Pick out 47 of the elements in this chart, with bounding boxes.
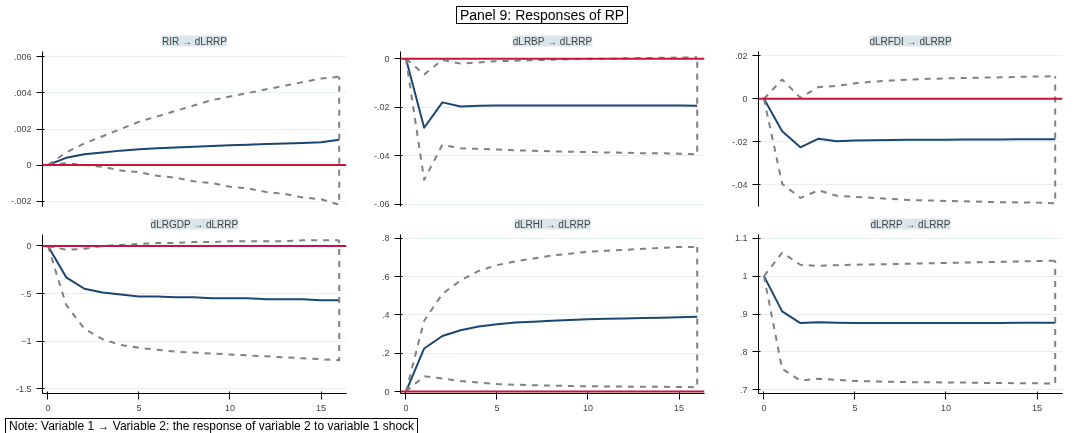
y-tick-label: -.06 — [373, 199, 390, 210]
y-tick-label: .006 — [13, 51, 32, 62]
chart-title: dLRFDI → dLRRP — [869, 35, 952, 47]
x-tick-label: 5 — [136, 402, 142, 413]
y-tick-label: -.04 — [731, 179, 748, 190]
chart-title: dLRGDP → dLRRP — [150, 218, 239, 230]
chart-title: dLRHI → dLRRP — [514, 218, 591, 230]
y-tick-label: -.5 — [21, 288, 32, 299]
y-tick-label: 0 — [26, 240, 32, 251]
x-tick-label: 10 — [582, 402, 594, 413]
chart-title: dLRRP → dLRRP — [870, 218, 951, 230]
x-tick-label: 15 — [674, 402, 685, 413]
x-tick-label: 15 — [316, 402, 327, 413]
y-tick-label: .6 — [381, 271, 390, 282]
y-tick-label: .2 — [381, 348, 390, 359]
y-tick-label: 1 — [742, 271, 748, 282]
chart-title: dLRBP → dLRRP — [512, 35, 593, 47]
text: Panel 9: Responses of RP — [455, 6, 629, 24]
y-tick-label: -.04 — [373, 150, 390, 161]
y-tick-label: −1 — [21, 336, 32, 347]
x-tick-label: 10 — [224, 402, 236, 413]
y-tick-label: 0 — [384, 53, 390, 64]
x-tick-label: 10 — [940, 402, 952, 413]
y-tick-label: .8 — [381, 233, 390, 244]
x-tick-label: 0 — [403, 402, 409, 413]
y-tick-label: .4 — [381, 309, 390, 320]
y-tick-label: -1.5 — [15, 383, 32, 394]
x-tick-label: 0 — [45, 402, 51, 413]
x-tick-label: 5 — [494, 402, 500, 413]
x-tick-label: 15 — [1032, 402, 1043, 413]
x-tick-label: 0 — [761, 402, 767, 413]
y-tick-label: .002 — [13, 124, 32, 134]
y-tick-label: .7 — [739, 384, 748, 395]
y-tick-label: .9 — [739, 309, 748, 319]
y-tick-label: .02 — [734, 50, 748, 61]
x-tick-label: 5 — [852, 402, 858, 413]
y-tick-label: .004 — [13, 87, 32, 98]
y-tick-label: .8 — [739, 346, 748, 357]
y-tick-label: 0 — [26, 160, 32, 171]
text: Note: Variable 1 → Variable 2: the response of variable 2 to variable 1 shock — [5, 418, 419, 433]
y-tick-label: 1.1 — [734, 233, 748, 244]
y-tick-label: 0 — [742, 93, 748, 104]
y-tick-label: 0 — [384, 386, 390, 397]
y-tick-label: -.002 — [10, 196, 32, 207]
y-tick-label: -.02 — [373, 102, 390, 113]
y-tick-label: -.02 — [731, 136, 748, 147]
chart-title: RIR → dLRRP — [161, 35, 228, 47]
